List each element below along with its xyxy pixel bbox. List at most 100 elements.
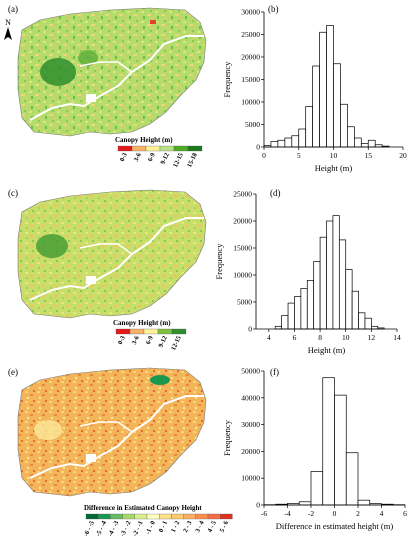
legend-a-label: 0-3 (119, 151, 129, 162)
histogram-bar (334, 394, 347, 506)
histogram-bar (274, 325, 282, 330)
legend-e-swatch (220, 513, 233, 520)
x-tick-label: 14 (393, 333, 401, 342)
map-c-clearing (86, 276, 96, 284)
map-c-dense-forest (36, 234, 68, 258)
map-c-river-branch (79, 243, 133, 255)
panel-label-d: (d) (270, 188, 281, 198)
x-tick-label: 20 (399, 151, 407, 160)
x-tick-label: 0 (333, 509, 337, 518)
legend-e-swatch (183, 513, 196, 520)
legend-e-swatch (98, 513, 111, 520)
map-panel-a: (a) N Canopy Height (m) 0-3 3-6 6-9 9-12 12-… (4, 4, 207, 169)
legend-e-label: 2 - 3 (182, 519, 194, 533)
y-tick-label: 40000 (241, 393, 260, 402)
histogram-bar (319, 31, 327, 148)
legend-a-swatch (187, 145, 203, 152)
histogram-bar (294, 296, 302, 330)
legend-e-swatch (110, 513, 123, 520)
x-tick-label: 5 (297, 151, 301, 160)
histogram-bar (332, 215, 340, 330)
y-tick-label: 25000 (233, 190, 252, 199)
histogram-bar (326, 25, 334, 148)
x-tick-label: 6 (293, 333, 297, 342)
map-panel-e: (e) Difference in Estimated Canopy Heigh… (8, 367, 233, 538)
legend-a-label: 15-18 (186, 151, 199, 168)
histogram-bar (306, 280, 315, 330)
map-a-dense-forest (40, 58, 76, 86)
histogram-bar (333, 63, 341, 148)
north-label: N (5, 18, 11, 27)
y-tick-label: 5000 (245, 120, 260, 129)
panel-label-e: (e) (8, 367, 18, 377)
y-tick-label: 0 (248, 325, 252, 334)
y-axis-label: Frequency (214, 243, 224, 280)
histogram-bar (291, 135, 300, 148)
legend-e-label: 0 - 1 (158, 520, 169, 534)
legend-e-swatch (195, 513, 209, 520)
y-tick-label: 30000 (241, 420, 260, 429)
legend-e: Difference in Estimated Canopy Height -6… (83, 504, 233, 538)
map-c-region (17, 189, 207, 319)
x-tick-label: 10 (330, 151, 338, 160)
y-tick-label: 20000 (233, 217, 252, 226)
legend-a-title: Canopy Height (m) (115, 136, 173, 144)
x-axis-label: Height (m) (308, 345, 346, 355)
legend-a-swatch (173, 145, 189, 152)
legend-c-title: Canopy Height (m) (113, 319, 171, 327)
legend-e-title: Difference in Estimated Canopy Height (84, 504, 202, 512)
legend-a-label: 6-9 (147, 151, 157, 162)
legend-e-label: -2 - -1 (132, 520, 145, 538)
legend-e-swatch (122, 513, 135, 520)
x-tick-label: 6 (403, 509, 407, 518)
histogram-bar (298, 501, 312, 506)
map-e-clearing (86, 454, 96, 462)
y-tick-label: 10000 (241, 474, 260, 483)
legend-c: Canopy Height (m) 0-3 3-6 6-9 9-12 12-15 (113, 319, 187, 352)
legend-c-swatch (115, 328, 131, 335)
histogram-bar (371, 325, 379, 330)
legend-c-swatch (129, 328, 145, 335)
histogram-bar (351, 290, 359, 330)
y-tick-label: 0 (256, 501, 260, 510)
y-tick-label: 10000 (241, 98, 260, 107)
panel-label-f: (f) (270, 367, 279, 377)
histogram-bar (354, 137, 362, 148)
y-tick-label: 5000 (237, 298, 252, 307)
histogram-bar (287, 302, 295, 330)
x-tick-label: 4 (380, 509, 384, 518)
legend-a-swatch (117, 145, 133, 152)
y-tick-label: 15000 (241, 75, 260, 84)
x-axis-label: Difference in estimated height (m) (276, 521, 394, 531)
histogram-bar (319, 236, 327, 330)
legend-e-label: 3 - 4 (194, 519, 206, 533)
map-e-region (17, 367, 207, 497)
panel-label-b: (b) (268, 4, 279, 14)
x-tick-label: -4 (284, 509, 290, 518)
map-c-river (29, 217, 204, 301)
x-tick-label: 4 (267, 333, 271, 342)
x-tick-label: 0 (262, 151, 266, 160)
y-tick-label: 50000 (241, 367, 260, 376)
map-e-river (29, 395, 204, 479)
histogram-bar (347, 126, 355, 148)
legend-c-swatch (143, 328, 159, 335)
y-tick-label: 0 (256, 143, 260, 152)
histogram-bar (338, 239, 347, 330)
x-axis-label: Height (m) (315, 163, 353, 173)
north-arrow-icon (4, 27, 12, 40)
x-tick-label: 2 (356, 509, 360, 518)
panel-label-a: (a) (8, 4, 18, 14)
histogram-bar (312, 65, 320, 148)
legend-e-label: 1 - 2 (170, 520, 181, 534)
legend-c-label: 12-15 (170, 334, 183, 351)
x-tick-label: 12 (368, 333, 376, 342)
legend-c-label: 3-6 (131, 334, 141, 345)
legend-a-label: 12-15 (172, 151, 185, 168)
histogram-bar (345, 269, 353, 330)
map-e-light-patch (34, 420, 62, 440)
legend-e-label: -1 - 0 (145, 520, 157, 536)
legend-a: Canopy Height (m) 0-3 3-6 6-9 9-12 12-15 15-1… (115, 136, 203, 169)
histogram-bar (270, 141, 279, 148)
histogram-panel-f: (f) 0 10000 20000 30000 40000 50000 -6 -4 -2 0 2 4 6… (222, 367, 407, 532)
